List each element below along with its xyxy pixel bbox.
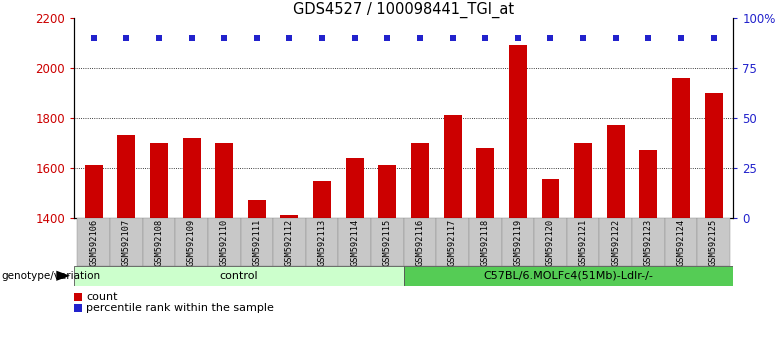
Bar [534,218,567,266]
Bar [313,182,331,218]
Bar [436,218,469,266]
Bar [240,218,273,266]
Text: count: count [87,292,118,302]
Text: GSM592112: GSM592112 [285,219,294,267]
Bar [444,115,462,218]
Text: GSM592121: GSM592121 [579,219,587,267]
Bar [215,143,233,218]
Text: GSM592114: GSM592114 [350,219,360,267]
Bar [632,218,665,266]
Text: GSM592109: GSM592109 [187,219,196,267]
Bar [640,150,658,218]
Bar [281,215,299,218]
Bar [208,218,240,266]
Bar [404,266,733,286]
Text: GSM592106: GSM592106 [89,219,98,267]
Bar [403,218,436,266]
Bar [117,135,135,218]
Text: GSM592113: GSM592113 [317,219,327,267]
Point [609,35,622,41]
Bar [378,165,396,218]
Text: GSM592120: GSM592120 [546,219,555,267]
Bar [74,266,404,286]
Text: GSM592108: GSM592108 [154,219,164,267]
Point [675,35,687,41]
Bar [346,158,363,218]
Point [381,35,394,41]
Bar [411,143,429,218]
Bar [574,143,592,218]
Point [186,35,198,41]
Text: percentile rank within the sample: percentile rank within the sample [87,303,275,313]
Bar [143,218,176,266]
Bar [77,218,110,266]
Point [250,35,263,41]
Point [87,35,100,41]
Point [349,35,361,41]
Bar [371,218,403,266]
Bar [541,179,559,218]
Text: genotype/variation: genotype/variation [2,271,101,281]
Bar [665,218,697,266]
Polygon shape [56,271,70,281]
Bar [183,138,200,218]
Text: GSM592118: GSM592118 [480,219,490,267]
Text: GSM592122: GSM592122 [612,219,620,267]
Text: GSM592116: GSM592116 [416,219,424,267]
Bar [273,218,306,266]
Bar [697,218,730,266]
Point [479,35,491,41]
Point [413,35,426,41]
Bar [306,218,339,266]
Text: control: control [219,271,258,281]
Bar [74,304,82,312]
Bar [150,143,168,218]
Bar [469,218,502,266]
Bar [567,218,599,266]
Bar [502,218,534,266]
Bar [339,218,371,266]
Text: GSM592124: GSM592124 [676,219,686,267]
Bar [477,148,495,218]
Text: GSM592117: GSM592117 [448,219,457,267]
Point [544,35,557,41]
Text: GSM592119: GSM592119 [513,219,523,267]
Text: GSM592115: GSM592115 [383,219,392,267]
Text: GSM592111: GSM592111 [252,219,261,267]
Bar [176,218,208,266]
Text: GSM592123: GSM592123 [644,219,653,267]
Point [577,35,590,41]
Bar [607,125,625,218]
Point [642,35,654,41]
Point [446,35,459,41]
Bar [74,293,82,301]
Bar [248,200,266,218]
Bar [509,45,526,218]
Point [512,35,524,41]
Point [153,35,165,41]
Bar [704,93,722,218]
Point [316,35,328,41]
Text: GSM592125: GSM592125 [709,219,718,267]
Point [218,35,230,41]
Text: C57BL/6.MOLFc4(51Mb)-Ldlr-/-: C57BL/6.MOLFc4(51Mb)-Ldlr-/- [484,271,654,281]
Bar [85,165,103,218]
Text: GSM592110: GSM592110 [220,219,229,267]
Bar [110,218,143,266]
Text: GSM592107: GSM592107 [122,219,131,267]
Title: GDS4527 / 100098441_TGI_at: GDS4527 / 100098441_TGI_at [293,1,514,18]
Point [707,35,720,41]
Bar [672,78,690,218]
Bar [599,218,632,266]
Point [120,35,133,41]
Point [283,35,296,41]
